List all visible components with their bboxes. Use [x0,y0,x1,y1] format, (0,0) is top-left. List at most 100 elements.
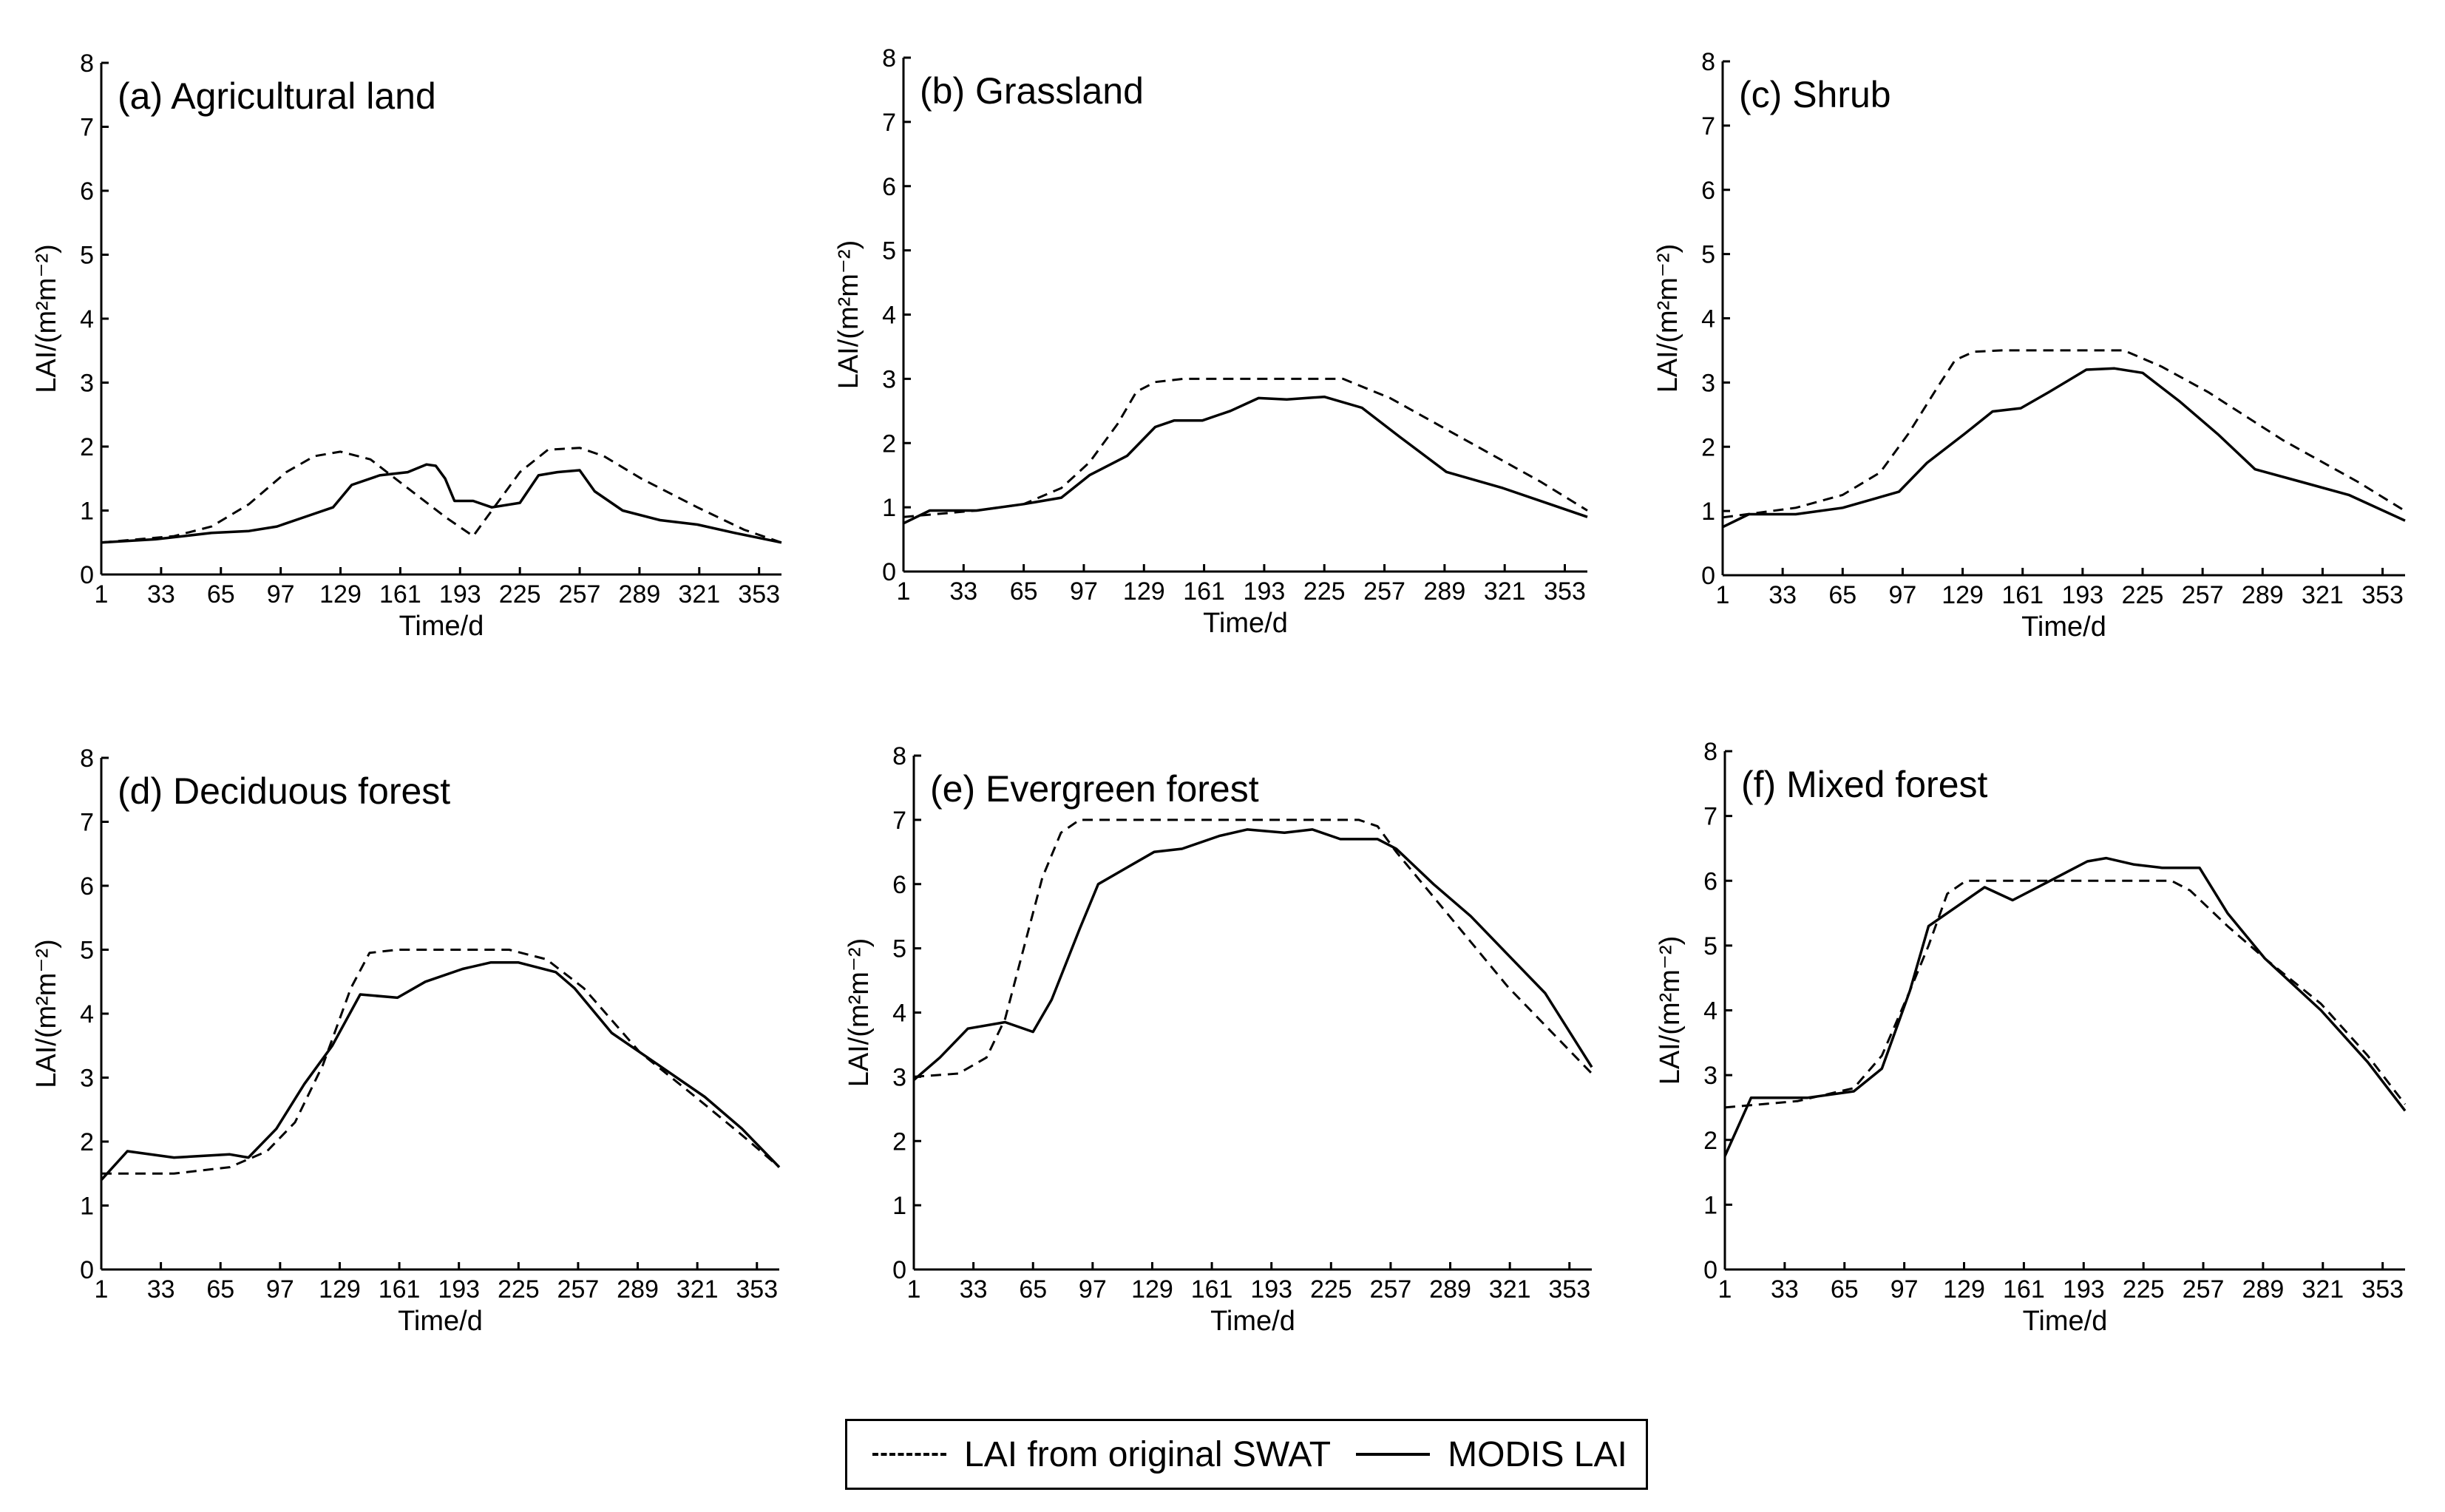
x-tick-label: 65 [1828,581,1856,609]
x-tick-label: 289 [617,1275,659,1303]
y-tick-label: 4 [80,305,94,333]
x-tick-label: 129 [1123,577,1165,606]
y-tick-label: 3 [1703,1062,1717,1090]
y-tick-label: 6 [1701,177,1715,205]
x-tick-label: 321 [1484,577,1526,606]
x-tick-label: 33 [147,1275,175,1303]
x-tick-label: 161 [1183,577,1225,606]
x-tick-label: 193 [1244,577,1286,606]
series-line-modis [1722,367,2406,529]
x-tick-label: 257 [1370,1275,1412,1303]
series-line-modis [1723,856,2407,1157]
series-line-swat [101,447,782,544]
x-tick-label: 161 [2001,581,2044,609]
y-tick-label: 8 [892,742,906,770]
legend: LAI from original SWAT MODIS LAI [845,1419,1648,1490]
y-tick-label: 3 [882,365,896,393]
y-tick-label: 4 [1703,997,1717,1025]
x-tick-label: 225 [1303,577,1346,606]
y-tick-label: 2 [80,433,94,461]
x-tick-label: 225 [499,580,541,608]
x-tick-label: 289 [1429,1275,1471,1303]
y-tick-label: 0 [892,1256,906,1284]
y-tick-label: 7 [1701,112,1715,140]
x-tick-label: 353 [1548,1275,1590,1303]
y-tick-label: 4 [892,1000,906,1028]
y-tick-label: 1 [892,1192,906,1220]
y-tick-label: 0 [882,558,896,586]
y-tick-label: 3 [892,1063,906,1091]
x-tick-label: 321 [676,1275,719,1303]
panel-title: (a) Agricultural land [118,75,436,117]
x-tick-label: 225 [2123,1275,2165,1303]
x-tick-label: 257 [1363,577,1405,606]
x-tick-label: 129 [1942,581,1984,609]
panel-title: (b) Grassland [920,70,1144,112]
y-tick-label: 2 [882,430,896,458]
x-tick-label: 353 [2361,581,2404,609]
legend-label-modis: MODIS LAI [1448,1434,1627,1474]
y-tick-label: 0 [1703,1256,1717,1284]
series-line-swat [1722,349,2406,519]
y-tick-label: 1 [1703,1191,1717,1219]
y-axis-label: LAI/(m²m⁻²) [31,244,62,393]
y-tick-label: 8 [1701,48,1715,76]
y-tick-label: 5 [892,935,906,963]
x-tick-label: 289 [1424,577,1466,606]
x-tick-label: 353 [1544,577,1586,606]
y-tick-label: 1 [1701,498,1715,526]
x-axis-label: Time/d [1210,1306,1295,1337]
series-line-swat [1724,879,2407,1109]
y-tick-label: 0 [1701,562,1715,590]
x-tick-label: 97 [1079,1275,1107,1303]
y-tick-label: 0 [80,1256,94,1284]
y-tick-label: 2 [80,1128,94,1156]
y-tick-label: 4 [882,302,896,330]
series-line-swat [101,949,780,1175]
x-tick-label: 129 [1131,1275,1173,1303]
series-line-modis [912,828,1593,1082]
x-tick-label: 97 [266,1275,294,1303]
x-tick-label: 193 [1250,1275,1292,1303]
y-tick-label: 8 [80,50,94,78]
y-tick-label: 6 [892,871,906,899]
y-tick-label: 5 [882,237,896,265]
y-tick-label: 5 [1701,241,1715,269]
x-axis-label: Time/d [2021,611,2106,643]
x-tick-label: 33 [960,1275,988,1303]
y-tick-label: 3 [80,1065,94,1093]
x-tick-label: 33 [147,580,175,608]
x-tick-label: 1 [1718,1275,1732,1303]
x-tick-label: 65 [1019,1275,1047,1303]
y-tick-label: 6 [1703,867,1717,895]
y-tick-label: 7 [1703,803,1717,831]
x-tick-label: 353 [2361,1275,2404,1303]
x-tick-label: 97 [1890,1275,1919,1303]
x-tick-label: 257 [2183,1275,2225,1303]
x-tick-label: 1 [95,1275,109,1303]
x-tick-label: 257 [2182,581,2224,609]
x-axis-label: Time/d [1203,608,1288,639]
x-tick-label: 65 [207,580,235,608]
y-tick-label: 4 [80,1000,94,1028]
x-tick-label: 257 [557,1275,600,1303]
x-tick-label: 225 [2122,581,2164,609]
x-tick-label: 353 [736,1275,778,1303]
x-axis-label: Time/d [2023,1306,2108,1337]
x-tick-label: 129 [1943,1275,1985,1303]
x-tick-label: 1 [95,580,109,608]
x-tick-label: 129 [319,580,362,608]
x-tick-label: 225 [1310,1275,1352,1303]
y-tick-label: 8 [80,745,94,773]
y-tick-label: 4 [1701,305,1715,333]
x-tick-label: 321 [1489,1275,1531,1303]
series-line-swat [903,377,1588,518]
y-tick-label: 7 [80,809,94,837]
y-axis-label: LAI/(m²m⁻²) [31,939,62,1088]
x-tick-label: 161 [379,580,421,608]
panel-title: (f) Mixed forest [1741,764,1988,805]
x-axis-label: Time/d [398,1306,483,1337]
y-axis-label: LAI/(m²m⁻²) [1655,936,1686,1085]
